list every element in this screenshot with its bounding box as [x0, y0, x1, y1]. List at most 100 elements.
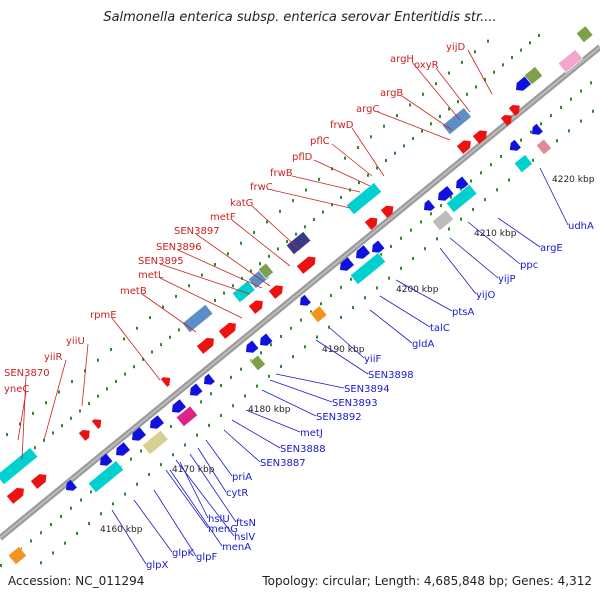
- gene-block[interactable]: [445, 183, 478, 214]
- gene-label-forward[interactable]: katG: [230, 198, 253, 209]
- gene-block[interactable]: [349, 252, 387, 286]
- gene-label-reverse[interactable]: yijP: [498, 274, 516, 285]
- gene-label-forward[interactable]: metL: [138, 270, 164, 281]
- gene-label-reverse[interactable]: menA: [222, 542, 251, 553]
- gene-block[interactable]: [0, 447, 39, 486]
- gene-arrow[interactable]: [337, 257, 355, 274]
- gene-arrow[interactable]: [268, 282, 286, 299]
- gene-arrow[interactable]: [97, 453, 113, 469]
- gene-arrow[interactable]: [369, 240, 385, 256]
- gene-label-forward[interactable]: SEN3897: [174, 226, 220, 237]
- gene-label-reverse[interactable]: SEN3887: [260, 458, 306, 469]
- gene-block[interactable]: [141, 429, 169, 456]
- gene-block[interactable]: [557, 49, 584, 74]
- gene-block[interactable]: [249, 354, 266, 372]
- gene-label-forward[interactable]: pflC: [310, 136, 330, 147]
- gene-arrow[interactable]: [187, 383, 203, 399]
- gene-arrow[interactable]: [364, 215, 381, 230]
- gene-block[interactable]: [285, 231, 312, 256]
- gene-block[interactable]: [87, 460, 125, 494]
- gene-block[interactable]: [345, 182, 383, 216]
- gene-label-reverse[interactable]: ftsN: [236, 518, 256, 529]
- gene-arrow[interactable]: [257, 333, 273, 349]
- gene-arrow[interactable]: [421, 199, 435, 214]
- gene-label-forward[interactable]: SEN3896: [156, 242, 202, 253]
- gene-label-reverse[interactable]: udhA: [568, 221, 594, 232]
- gene-arrow[interactable]: [63, 479, 77, 494]
- gene-label-forward[interactable]: frwD: [330, 120, 354, 131]
- gene-block[interactable]: [441, 107, 472, 136]
- gene-label-reverse[interactable]: hslU: [208, 514, 230, 525]
- gene-label-forward[interactable]: frwC: [250, 182, 273, 193]
- gene-label-forward[interactable]: argC: [356, 104, 379, 115]
- gene-arrow[interactable]: [507, 139, 521, 154]
- gene-label-reverse[interactable]: SEN3898: [368, 370, 414, 381]
- gene-block[interactable]: [513, 154, 534, 174]
- gene-arrow[interactable]: [147, 415, 165, 432]
- gene-arrow[interactable]: [508, 102, 523, 116]
- gene-label-reverse[interactable]: yijO: [476, 290, 495, 301]
- gene-label-forward[interactable]: pflD: [292, 152, 313, 163]
- gene-arrow[interactable]: [296, 253, 319, 274]
- gene-labels[interactable]: yneC SEN3870 yiiR yiiU rpmE metB metL SEN3895 SE…: [4, 42, 594, 571]
- gene-arrow[interactable]: [453, 176, 469, 192]
- gene-features[interactable]: [0, 25, 594, 566]
- gene-arrow[interactable]: [201, 373, 215, 388]
- gene-block[interactable]: [309, 305, 328, 324]
- gene-block[interactable]: [575, 25, 594, 44]
- gene-arrow[interactable]: [129, 427, 147, 444]
- gene-arrow[interactable]: [297, 294, 311, 309]
- gene-arrow[interactable]: [160, 374, 174, 387]
- gene-label-reverse[interactable]: priA: [232, 472, 252, 483]
- gene-label-reverse[interactable]: glpK: [172, 548, 194, 559]
- gene-label-reverse[interactable]: SEN3894: [344, 384, 390, 395]
- gene-label-reverse[interactable]: hslV: [234, 532, 255, 543]
- gene-arrow[interactable]: [500, 112, 515, 126]
- gene-label-reverse[interactable]: glpF: [196, 552, 217, 563]
- gene-label-reverse[interactable]: yiiF: [364, 354, 381, 365]
- gene-arrow[interactable]: [30, 471, 50, 489]
- gene-label-reverse[interactable]: SEN3893: [332, 398, 378, 409]
- gene-label-forward[interactable]: yneC: [4, 384, 29, 395]
- gene-label-reverse[interactable]: menG: [208, 524, 238, 535]
- gene-label-forward[interactable]: yiiU: [66, 336, 85, 347]
- gene-label-forward[interactable]: SEN3870: [4, 368, 50, 379]
- gene-label-forward[interactable]: yijD: [446, 42, 465, 53]
- gene-arrow[interactable]: [529, 123, 543, 138]
- gene-label-reverse[interactable]: argE: [540, 243, 563, 254]
- gene-block[interactable]: [523, 66, 544, 86]
- gene-arrow[interactable]: [380, 203, 397, 218]
- gene-label-forward[interactable]: argH: [390, 54, 414, 65]
- gene-arrow[interactable]: [243, 340, 259, 356]
- gene-label-reverse[interactable]: glpX: [146, 560, 168, 571]
- gene-label-forward[interactable]: SEN3895: [138, 256, 184, 267]
- gene-label-forward[interactable]: metF: [210, 212, 236, 223]
- gene-label-forward[interactable]: frwB: [270, 168, 293, 179]
- gene-arrow[interactable]: [91, 416, 105, 429]
- gene-label-reverse[interactable]: gldA: [412, 339, 434, 350]
- gene-block[interactable]: [535, 138, 552, 156]
- gene-block[interactable]: [257, 262, 274, 280]
- gene-label-reverse[interactable]: metJ: [300, 428, 323, 439]
- gene-arrow[interactable]: [196, 335, 217, 354]
- gene-arrow[interactable]: [6, 485, 27, 504]
- gene-arrow[interactable]: [353, 245, 371, 262]
- gene-label-reverse[interactable]: ppc: [520, 260, 538, 271]
- gene-arrow[interactable]: [248, 297, 266, 314]
- gene-arrow[interactable]: [78, 427, 93, 441]
- gene-block[interactable]: [7, 546, 28, 566]
- gene-label-reverse[interactable]: talC: [430, 323, 450, 334]
- gene-block[interactable]: [181, 303, 214, 334]
- gene-label-reverse[interactable]: ptsA: [452, 307, 474, 318]
- gene-label-forward[interactable]: oxyR: [414, 60, 439, 71]
- gene-arrow[interactable]: [169, 399, 187, 416]
- gene-label-reverse[interactable]: SEN3888: [280, 444, 326, 455]
- gene-block[interactable]: [431, 209, 455, 232]
- gene-arrow[interactable]: [113, 442, 131, 459]
- gene-arrow[interactable]: [456, 137, 474, 154]
- gene-label-forward[interactable]: yiiR: [44, 352, 62, 363]
- gene-label-forward[interactable]: metB: [120, 286, 147, 297]
- gene-arrow[interactable]: [472, 127, 490, 144]
- gene-arrow[interactable]: [435, 185, 454, 204]
